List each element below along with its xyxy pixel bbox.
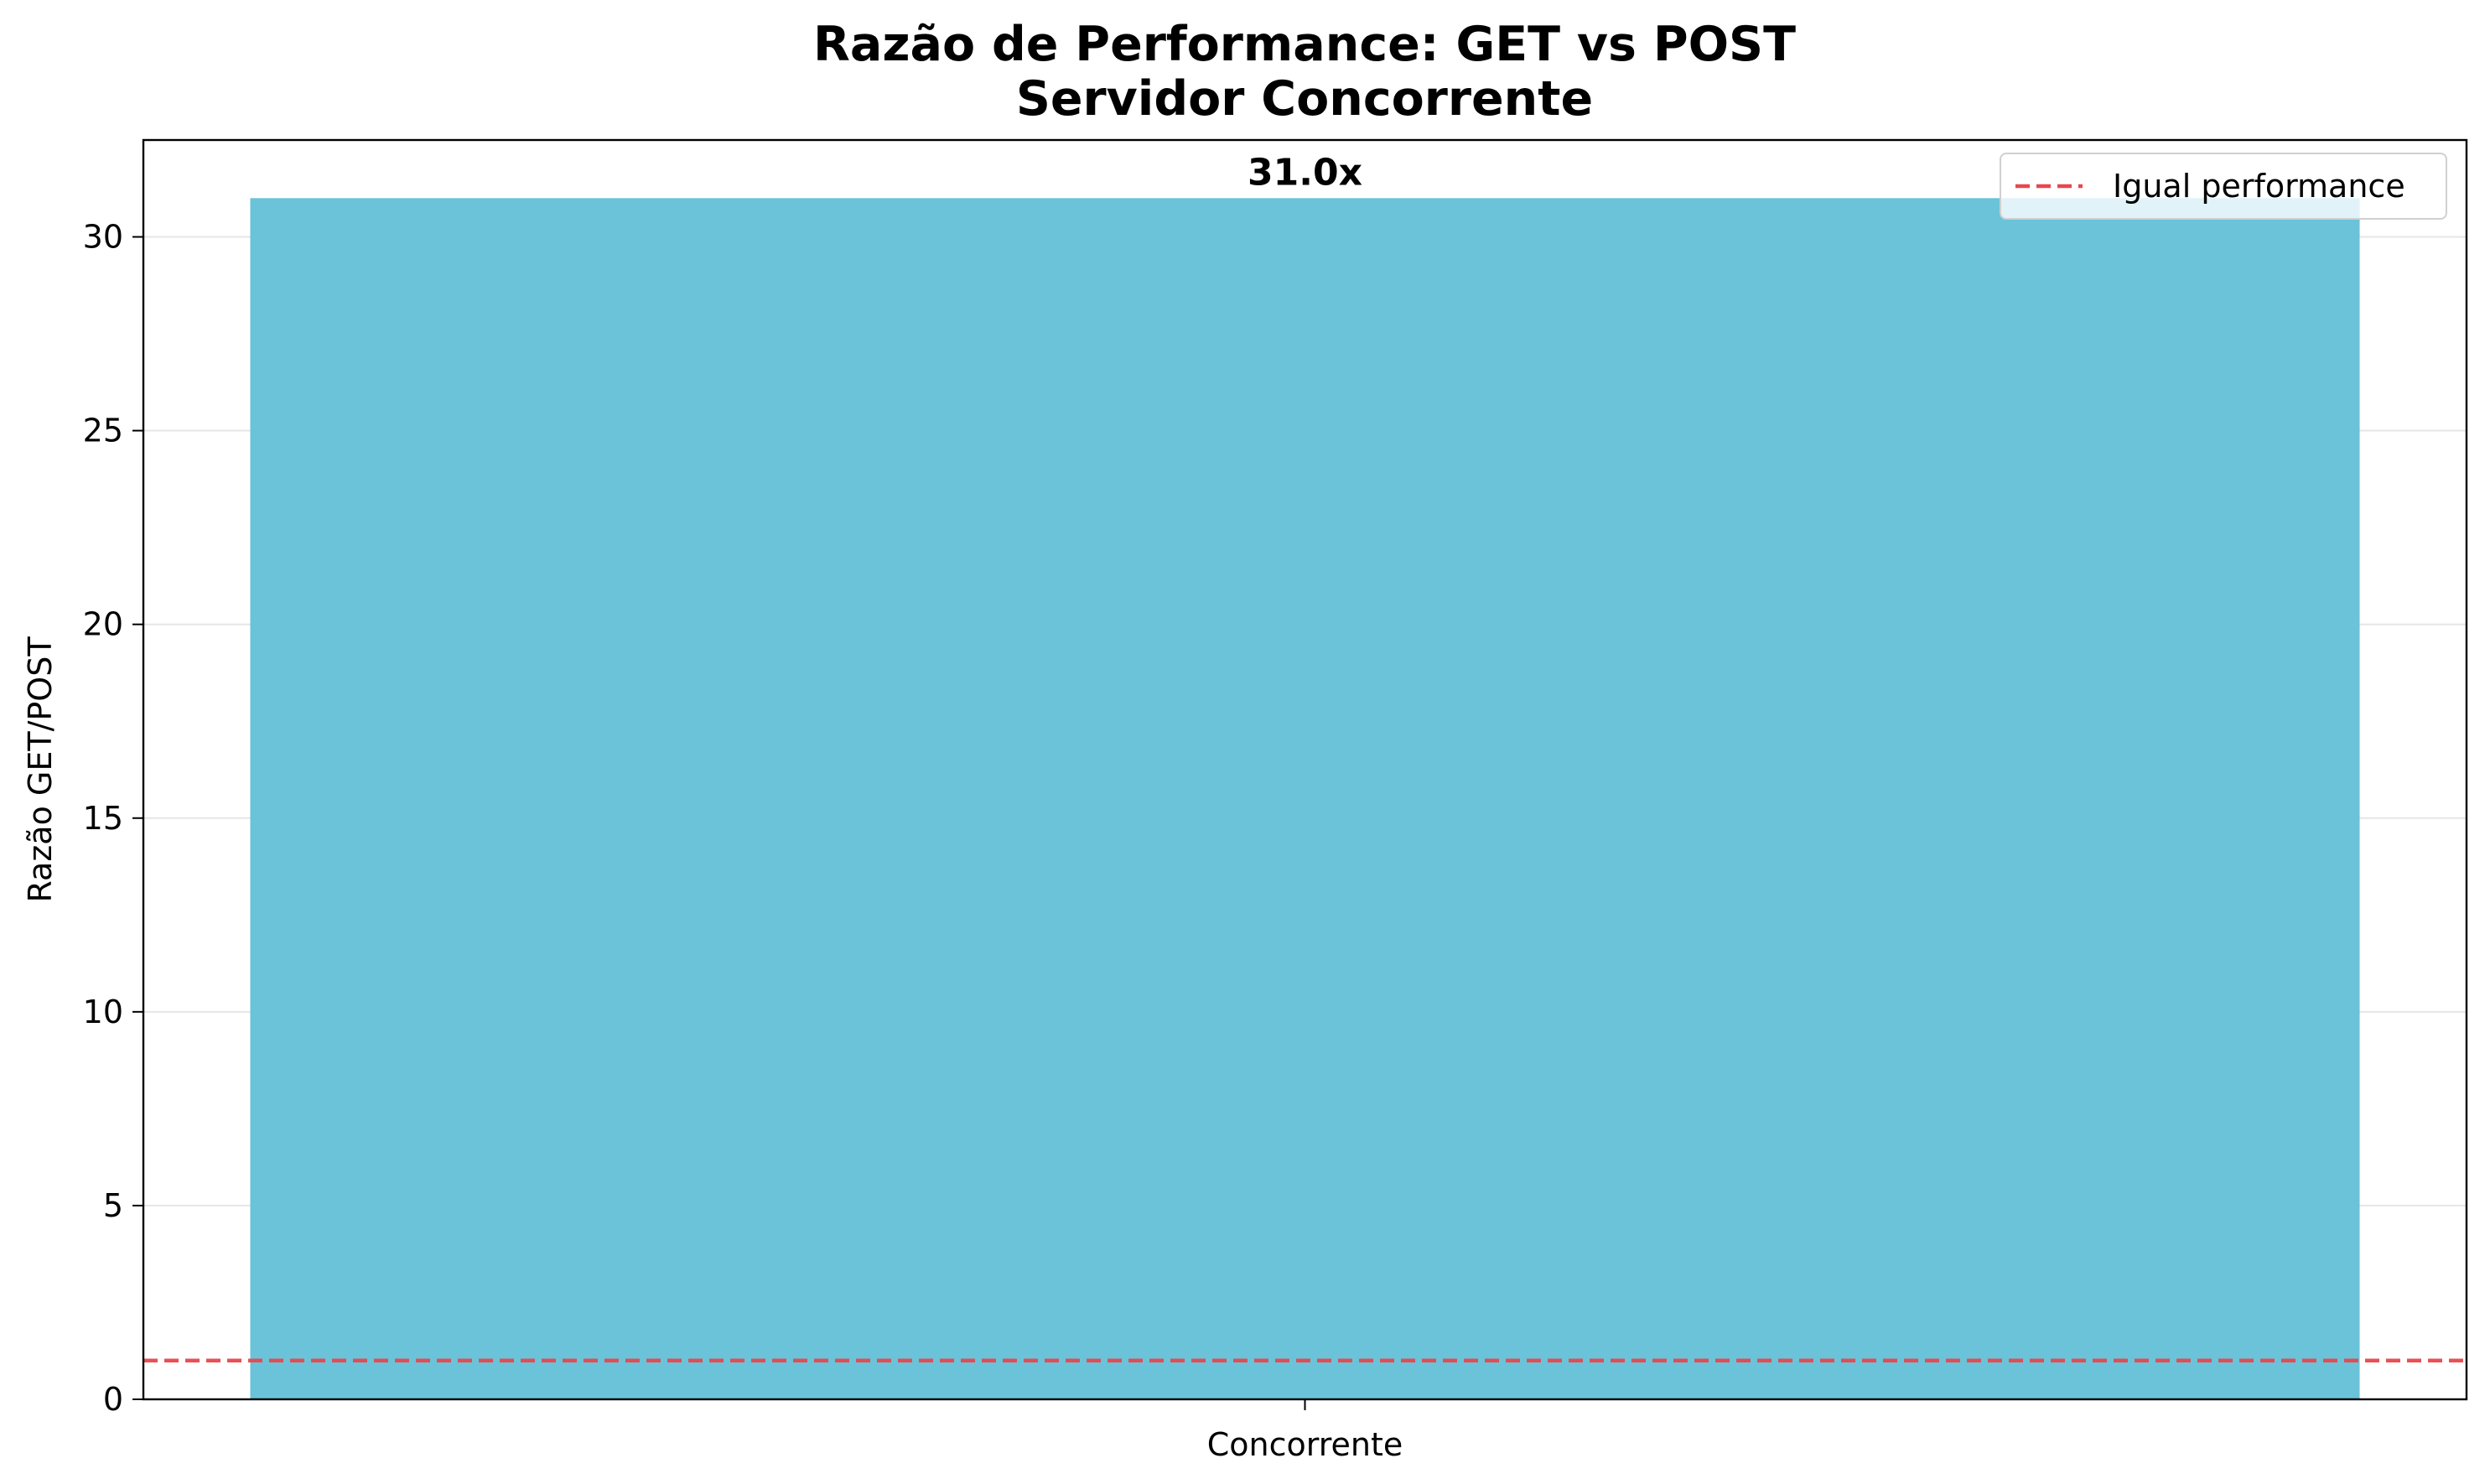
y-tick-label: 25 <box>83 413 123 449</box>
y-tick-label: 10 <box>83 994 123 1030</box>
y-tick-label: 5 <box>103 1187 123 1224</box>
bar-value-labels: 31.0x <box>1248 151 1362 194</box>
bars <box>250 198 2360 1399</box>
legend-box <box>2000 153 2447 220</box>
x-tick-label: Concorrente <box>1207 1426 1403 1463</box>
y-tick-label: 30 <box>83 219 123 256</box>
bar <box>250 198 2360 1399</box>
y-axis-label: Razão GET/POST <box>22 636 59 903</box>
y-tick-label: 15 <box>83 800 123 837</box>
y-tick-label: 20 <box>83 606 123 643</box>
chart-subtitle: Servidor Concorrente <box>1016 71 1593 127</box>
y-tick-label: 0 <box>103 1381 123 1418</box>
chart-title: Razão de Performance: GET vs POST <box>813 17 1796 72</box>
legend: Igual performance <box>2000 153 2447 220</box>
bar-value-label: 31.0x <box>1248 151 1362 194</box>
x-axis-ticks: Concorrente <box>1207 1399 1403 1463</box>
y-axis-ticks: 0 5 10 15 20 25 30 <box>83 219 143 1418</box>
legend-entry-label: Igual performance <box>2113 168 2405 205</box>
